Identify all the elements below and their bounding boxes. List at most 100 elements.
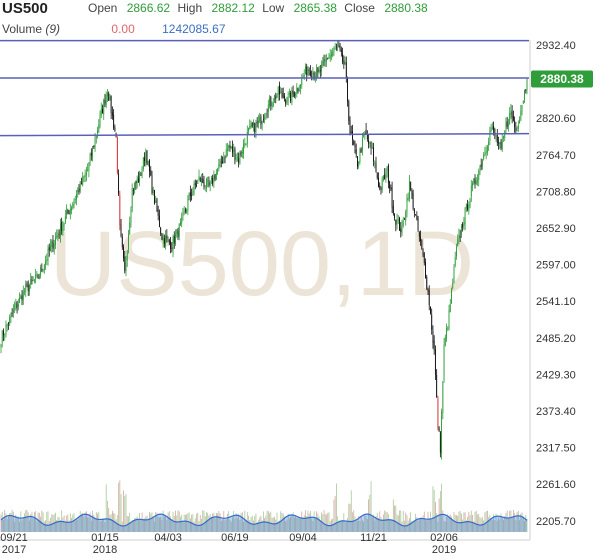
candle xyxy=(209,180,211,192)
candle xyxy=(317,67,319,78)
candle xyxy=(162,233,164,248)
candle xyxy=(389,180,391,194)
candle xyxy=(173,231,175,249)
candle xyxy=(406,193,408,218)
candle xyxy=(478,168,480,187)
candle xyxy=(45,255,47,270)
candle xyxy=(5,320,7,338)
candle xyxy=(441,408,443,460)
low-label: Low xyxy=(262,1,285,15)
candle xyxy=(265,112,267,120)
candle xyxy=(340,46,342,57)
volume-pane xyxy=(0,480,528,532)
candle xyxy=(275,92,277,104)
candle xyxy=(214,173,216,182)
candle xyxy=(102,104,103,114)
candle xyxy=(483,152,485,161)
candle xyxy=(298,84,300,92)
candle xyxy=(110,95,112,120)
candle xyxy=(462,222,464,232)
candle xyxy=(71,205,72,215)
candle xyxy=(29,283,30,296)
candle xyxy=(360,147,362,153)
trendlines[interactable] xyxy=(0,39,530,137)
candle xyxy=(264,113,266,124)
candle xyxy=(402,216,404,228)
candle xyxy=(142,157,144,172)
candle xyxy=(282,87,284,99)
candle xyxy=(521,104,523,116)
volume-value-2: 1242085.67 xyxy=(162,22,226,36)
price-axis[interactable]: 2932.402876.502820.602764.702708.802652.… xyxy=(536,40,576,528)
candle xyxy=(113,109,115,131)
candle xyxy=(175,229,176,247)
candle xyxy=(227,142,228,157)
candle xyxy=(292,85,294,98)
candle xyxy=(456,243,457,260)
candle xyxy=(57,229,59,241)
price-axis-tick: 2429.30 xyxy=(536,369,576,381)
candle xyxy=(286,96,288,105)
trendline[interactable] xyxy=(0,132,530,137)
time-axis-tick: 01/15 xyxy=(91,532,119,544)
candle xyxy=(496,129,498,147)
candle xyxy=(50,239,51,252)
ohlc-readout: Open 2866.62 High 2882.12 Low 2865.38 Cl… xyxy=(88,1,428,15)
candle xyxy=(395,219,397,232)
last-price-tag-text: 2880.38 xyxy=(540,72,584,86)
candle xyxy=(410,181,412,192)
candle xyxy=(394,213,396,221)
candle xyxy=(339,42,341,52)
candle xyxy=(245,143,247,146)
candle xyxy=(384,168,386,180)
candle xyxy=(36,271,38,278)
candle xyxy=(486,144,488,156)
candle xyxy=(272,98,274,108)
candle xyxy=(481,159,483,170)
candle xyxy=(105,91,107,109)
candle xyxy=(501,134,503,152)
candle xyxy=(515,121,517,134)
candle xyxy=(300,83,301,95)
candle xyxy=(380,186,382,195)
candle xyxy=(420,230,422,246)
candle xyxy=(333,46,335,57)
candle xyxy=(82,172,84,187)
candle xyxy=(134,182,136,194)
candle xyxy=(42,268,44,273)
candle xyxy=(359,147,361,165)
candle xyxy=(375,156,377,173)
candle xyxy=(365,122,367,136)
candle xyxy=(358,161,360,169)
candle xyxy=(108,91,110,101)
candle xyxy=(248,127,249,135)
candle xyxy=(239,150,241,165)
volume-value-1: 0.00 xyxy=(111,22,135,36)
candle xyxy=(4,333,6,341)
candle xyxy=(472,180,473,192)
candle xyxy=(178,223,180,241)
candle xyxy=(12,304,14,318)
candle xyxy=(432,325,434,349)
candle xyxy=(431,308,433,335)
candle xyxy=(37,273,39,279)
candle xyxy=(93,145,95,149)
candle xyxy=(438,426,440,432)
candle xyxy=(64,209,66,224)
candle xyxy=(213,170,215,188)
candle xyxy=(256,117,258,128)
candle xyxy=(430,306,431,315)
candle xyxy=(223,151,225,164)
price-axis-tick: 2820.60 xyxy=(536,113,576,125)
chart-watermark: US500,1D xyxy=(50,213,474,315)
candle xyxy=(46,253,48,266)
high-value: 2882.12 xyxy=(211,1,255,15)
candle xyxy=(473,178,475,186)
candle xyxy=(40,264,42,279)
candle xyxy=(277,86,279,101)
candle xyxy=(443,337,445,383)
candle xyxy=(151,170,153,195)
candle xyxy=(439,430,441,458)
